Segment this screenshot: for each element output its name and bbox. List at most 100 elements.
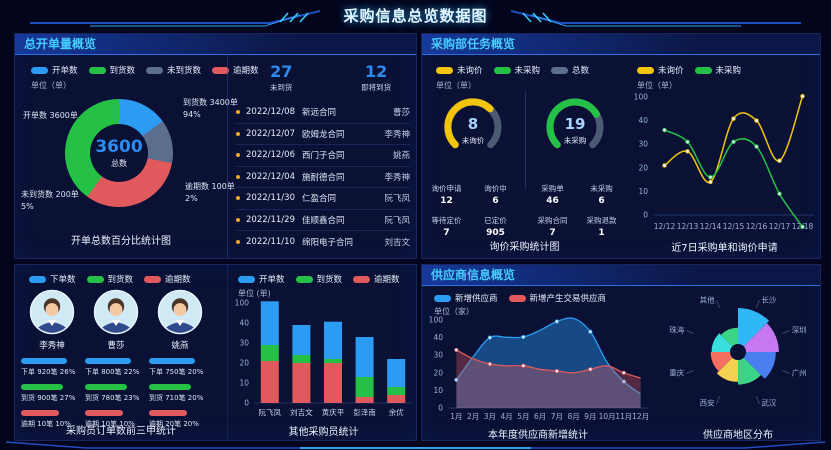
not-arrived-stat: 27 未到货 <box>228 62 334 93</box>
gauge-not-purchased[interactable]: 19 未采购 <box>532 93 618 165</box>
legend-item[interactable]: 逾期数 <box>144 273 191 285</box>
arrival-person: 曹莎 <box>392 108 410 119</box>
bar-unit-label: 单位 (单) <box>238 289 271 298</box>
stat-label: 未采购 <box>590 184 613 193</box>
bar-caption: 其他采购员统计 <box>288 427 359 438</box>
list-item[interactable]: 2022/11/30 仁盈合同 阮飞凤 <box>236 188 410 210</box>
legend-item[interactable]: 未到货数 <box>146 64 201 76</box>
order-unit-label: 单位（单） <box>31 81 71 90</box>
legend-label: 到货数 <box>109 66 136 76</box>
top-buyers-section: 下单数 到货数 逾期数 李秀神 下单 920笔 26% 到货 900笔 27% 逾期 10… <box>15 265 227 440</box>
list-item[interactable]: 2022/12/07 欧姆龙合同 李秀神 <box>236 124 410 145</box>
svg-text:其他: 其他 <box>700 294 715 304</box>
legend-label: 新增产生交易供应商 <box>529 294 607 304</box>
svg-text:40: 40 <box>239 319 249 328</box>
page-title: 采购信息总览数据图 <box>343 7 488 25</box>
legend-item[interactable]: 逾期数 <box>212 64 259 76</box>
legend-item[interactable]: 开单数 <box>31 64 78 76</box>
donut-center: 3600 总数 <box>90 124 148 182</box>
legend-item[interactable]: 未询价 <box>436 64 483 76</box>
svg-text:30: 30 <box>638 140 648 149</box>
arrived-text: 到货 900笔 27% <box>21 394 76 402</box>
legend-swatch <box>29 275 46 283</box>
legend-item[interactable]: 新增供应商 <box>434 292 498 304</box>
legend-item[interactable]: 未采购 <box>694 64 741 76</box>
donut-caption: 开单总数百分比统计图 <box>71 236 171 247</box>
legend-item[interactable]: 到货数 <box>295 273 342 285</box>
legend-item[interactable]: 到货数 <box>88 64 136 76</box>
gauge-divider <box>525 91 526 189</box>
arrival-date: 2022/12/04 <box>246 171 295 182</box>
stat-item: 已定价 905 <box>471 215 520 238</box>
legend-label: 逾期数 <box>233 66 259 76</box>
legend-label: 新增供应商 <box>455 294 498 304</box>
legend-item[interactable]: 未询价 <box>637 64 684 76</box>
list-item[interactable]: 2022/12/06 西门子合同 姚燕 <box>236 145 410 167</box>
svg-text:12/17: 12/17 <box>769 222 791 231</box>
legend-label: 逾期数 <box>165 275 191 285</box>
list-item[interactable]: 2022/12/08 新远合同 曹莎 <box>236 102 410 124</box>
legend-item[interactable]: 新增产生交易供应商 <box>508 292 607 304</box>
arrival-person: 李秀神 <box>384 129 410 140</box>
arrival-date: 2022/12/07 <box>246 128 295 139</box>
arrival-contract: 佳顺鑫合同 <box>302 215 345 226</box>
overdue-bar <box>149 410 187 416</box>
donut-chart[interactable]: 3600 总数 <box>65 99 173 207</box>
arrival-contract: 施耐德合同 <box>302 172 345 183</box>
stacked-bar-chart[interactable]: 0 10 20 30 40 100 阮飞凤 刘吉文 黄庆平 彭泽南 余优 <box>230 297 418 419</box>
orders-text: 下单 750笔 20% <box>149 368 204 376</box>
slice-label-opened: 开单数 3600单 <box>23 111 78 120</box>
list-item[interactable]: 2022/11/10 绵阳电子合同 刘吉文 <box>236 231 410 253</box>
legend-swatch <box>88 66 106 74</box>
area-chart[interactable]: 0 10 20 30 40 100 1月 2月 3月 4月 5月 6月 7月 8月 9月 10月 11月 12月 <box>424 312 654 424</box>
gauge-not-purchased-value: 19 <box>564 115 586 133</box>
svg-text:刘吉文: 刘吉文 <box>290 407 313 417</box>
svg-text:100: 100 <box>235 299 250 308</box>
legend-swatch <box>694 66 712 74</box>
legend-label: 未采购 <box>514 66 541 76</box>
svg-text:100: 100 <box>634 93 649 102</box>
arrival-contract: 仁盈合同 <box>302 194 337 205</box>
orders-bar <box>149 358 195 364</box>
svg-text:10月: 10月 <box>599 412 616 421</box>
list-item[interactable]: 2022/12/04 施耐德合同 李秀神 <box>236 167 410 188</box>
legend-item[interactable]: 总数 <box>551 64 589 76</box>
arrived-bar <box>85 384 127 390</box>
arrival-section: 27 未到货 12 即将到货 2022/12/08 新远合同 曹莎 2022/12/0… <box>227 55 418 259</box>
arrival-person: 刘吉文 <box>384 237 410 248</box>
gauge-not-inquired-value: 8 <box>467 115 479 133</box>
rose-caption: 供应商地区分布 <box>703 430 773 441</box>
legend-item[interactable]: 下单数 <box>29 273 76 285</box>
svg-text:5月: 5月 <box>517 412 529 421</box>
line-chart[interactable]: 0 10 20 30 40 100 12/12 12/13 12/14 12/15 12/16 12/… <box>627 89 822 235</box>
list-item[interactable]: 2022/11/29 佳顺鑫合同 阮飞凤 <box>236 210 410 231</box>
frame-bottom <box>5 441 826 449</box>
not-arrived-label: 未到货 <box>269 83 293 92</box>
arriving-value: 12 <box>365 62 388 81</box>
svg-text:0: 0 <box>643 211 648 220</box>
svg-text:10: 10 <box>239 379 249 388</box>
legend-item[interactable]: 未采购 <box>493 64 541 76</box>
legend-item[interactable]: 开单数 <box>238 273 285 285</box>
donut-total-label: 总数 <box>111 159 127 168</box>
buyers-legend: 下单数 到货数 逾期数 <box>29 273 191 285</box>
slice-label-overdue: 逾期数 100单 2% <box>185 182 235 203</box>
bullet-icon <box>236 239 240 244</box>
arrived-text: 到货 710笔 20% <box>149 394 204 402</box>
orders-text: 下单 800笔 22% <box>85 368 140 376</box>
legend-item[interactable]: 逾期数 <box>353 273 400 285</box>
slice-label-not-arrived: 未到货数 200单 5% <box>21 190 79 211</box>
stat-item: 未采购 6 <box>577 183 626 206</box>
inquiry-stats-grid: 询价申请 12 询价中 6 等待定价 7 已定价 905 <box>422 183 520 238</box>
buyer-card: 曹莎 下单 800笔 22% 到货 780笔 23% 逾期 10笔 10% <box>85 289 147 429</box>
legend-swatch <box>637 66 654 74</box>
bullet-icon <box>236 196 240 201</box>
legend-label: 开单数 <box>259 275 285 285</box>
avatar <box>93 289 139 335</box>
overdue-text: 逾期 20笔 20% <box>149 420 199 428</box>
svg-text:黄庆平: 黄庆平 <box>322 407 345 417</box>
legend-item[interactable]: 到货数 <box>86 273 133 285</box>
overdue-bar <box>85 410 123 416</box>
gauge-not-inquired[interactable]: 8 未询价 <box>430 93 516 165</box>
